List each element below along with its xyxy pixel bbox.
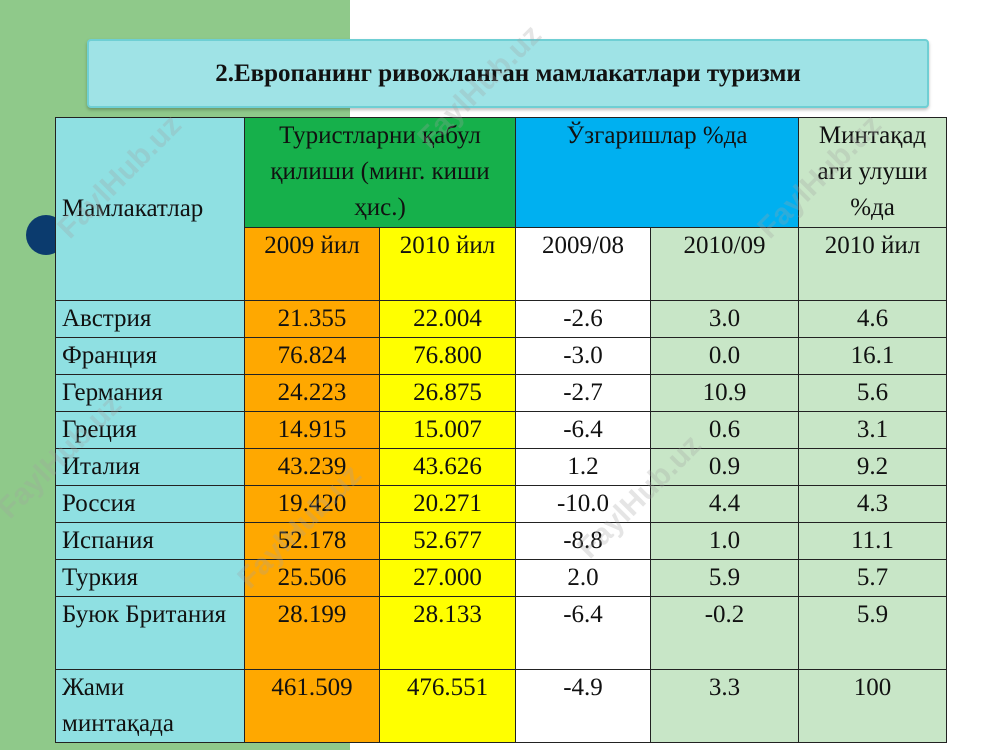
change-2010-09-cell: 1.0 [650,522,800,560]
change-2010-09-cell: 10.9 [650,374,800,412]
country-cell: Туркия [55,559,245,597]
page-title: 2.Европанинг ривожланган мамлакатлари ту… [215,59,801,87]
change-2010-09-cell: 3.0 [650,300,800,338]
change-2009-08-cell: -6.4 [515,411,652,449]
country-cell: Австрия [55,300,245,338]
country-cell: Франция [55,337,245,375]
arrivals-2009-cell: 76.824 [244,337,380,375]
header-changes: Ўзгаришлар %да [515,117,800,228]
country-cell: Жами минтақада [55,669,245,743]
arrivals-2010-cell: 52.677 [378,522,517,560]
share-2010-cell: 100 [798,669,948,743]
share-2010-cell: 5.7 [798,559,948,597]
share-2010-cell: 4.3 [798,485,948,523]
arrivals-2010-cell: 43.626 [378,448,517,486]
share-2010-cell: 4.6 [798,300,948,338]
table-row: Испания 52.178 52.677 -8.8 1.0 11.1 [55,522,948,560]
table-row: Германия 24.223 26.875 -2.7 10.9 5.6 [55,374,948,412]
table-row: Буюк Британия 28.199 28.133 -6.4 -0.2 5.9 [55,596,948,670]
change-2009-08-cell: -8.8 [515,522,652,560]
table-row: Греция 14.915 15.007 -6.4 0.6 3.1 [55,411,948,449]
share-2010-cell: 9.2 [798,448,948,486]
share-2010-cell: 16.1 [798,337,948,375]
tourism-table: Мамлакатлар Туристларни қабул қилиши (ми… [55,117,948,743]
header-country: Мамлакатлар [55,117,245,301]
arrivals-2010-cell: 28.133 [378,596,517,670]
change-2010-09-cell: 5.9 [650,559,800,597]
change-2009-08-cell: -2.7 [515,374,652,412]
arrivals-2009-cell: 14.915 [244,411,380,449]
arrivals-2010-cell: 22.004 [378,300,517,338]
arrivals-2010-cell: 20.271 [378,485,517,523]
change-2010-09-cell: 0.9 [650,448,800,486]
share-2010-cell: 5.9 [798,596,948,670]
change-2010-09-cell: 0.6 [650,411,800,449]
change-2009-08-cell: -4.9 [515,669,652,743]
arrivals-2010-cell: 15.007 [378,411,517,449]
arrivals-2009-cell: 25.506 [244,559,380,597]
title-banner: 2.Европанинг ривожланган мамлакатлари ту… [87,39,929,108]
share-2010-cell: 3.1 [798,411,948,449]
country-cell: Германия [55,374,245,412]
table-row: Жами минтақада 461.509 476.551 -4.9 3.3 100 [55,669,948,743]
share-2010-cell: 11.1 [798,522,948,560]
table-row: Туркия 25.506 27.000 2.0 5.9 5.7 [55,559,948,597]
change-2009-08-cell: 1.2 [515,448,652,486]
header-year-2010: 2010 йил [378,227,517,301]
header-arrivals: Туристларни қабул қилиши (минг. киши ҳис… [243,117,517,228]
arrivals-2009-cell: 43.239 [244,448,380,486]
table-row: Австрия 21.355 22.004 -2.6 3.0 4.6 [55,300,948,338]
arrivals-2009-cell: 461.509 [244,669,380,743]
header-share: Минтақад аги улуши %да [798,117,948,228]
table-row: Франция 76.824 76.800 -3.0 0.0 16.1 [55,337,948,375]
change-2010-09-cell: 3.3 [650,669,800,743]
arrivals-2009-cell: 28.199 [244,596,380,670]
change-2009-08-cell: -2.6 [515,300,652,338]
arrivals-2010-cell: 76.800 [378,337,517,375]
country-cell: Испания [55,522,245,560]
change-2010-09-cell: -0.2 [650,596,800,670]
table-row: Россия 19.420 20.271 -10.0 4.4 4.3 [55,485,948,523]
change-2009-08-cell: -6.4 [515,596,652,670]
change-2009-08-cell: -3.0 [515,337,652,375]
header-year-2009: 2009 йил [244,227,380,301]
arrivals-2010-cell: 26.875 [378,374,517,412]
country-cell: Россия [55,485,245,523]
table-row: Италия 43.239 43.626 1.2 0.9 9.2 [55,448,948,486]
arrivals-2009-cell: 21.355 [244,300,380,338]
change-2010-09-cell: 4.4 [650,485,800,523]
arrivals-2009-cell: 19.420 [244,485,380,523]
country-cell: Буюк Британия [55,596,245,670]
header-change-2010-09: 2010/09 [650,227,800,301]
country-cell: Италия [55,448,245,486]
arrivals-2009-cell: 52.178 [244,522,380,560]
change-2009-08-cell: -10.0 [515,485,652,523]
change-2010-09-cell: 0.0 [650,337,800,375]
arrivals-2010-cell: 27.000 [378,559,517,597]
arrivals-2010-cell: 476.551 [378,669,517,743]
arrivals-2009-cell: 24.223 [244,374,380,412]
share-2010-cell: 5.6 [798,374,948,412]
country-cell: Греция [55,411,245,449]
header-share-2010: 2010 йил [798,227,948,301]
change-2009-08-cell: 2.0 [515,559,652,597]
header-change-2009-08: 2009/08 [515,227,652,301]
